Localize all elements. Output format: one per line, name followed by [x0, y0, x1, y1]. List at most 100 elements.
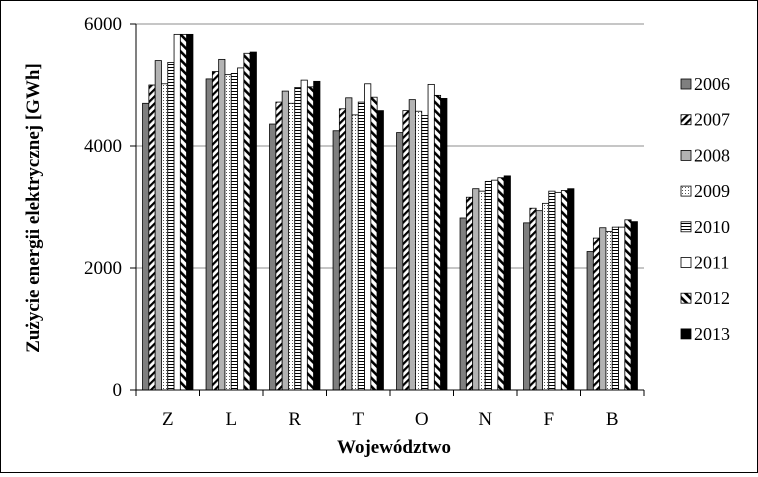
bar-T-2010 [357, 101, 365, 391]
bar-F-2007 [529, 207, 537, 391]
bar-T-2006 [332, 130, 340, 391]
bars [142, 33, 638, 391]
bar-R-2007 [275, 101, 283, 391]
bar-R-2012 [306, 86, 315, 391]
bar-N-2008 [472, 188, 480, 391]
bar-L-2011 [237, 67, 245, 391]
x-tick-label: F [543, 409, 554, 430]
bar-T-2012 [370, 96, 378, 391]
bar-N-2013 [503, 175, 511, 391]
bar-Z-2006 [142, 102, 150, 391]
bar-Z-2011 [173, 33, 181, 391]
bar-O-2008 [408, 99, 416, 391]
legend-swatch-2010 [680, 221, 692, 233]
bar-O-2010 [421, 115, 429, 391]
legend-swatch-2008 [680, 149, 692, 161]
tick-labels: 0 2000 4000 6000 Z L R T O N F B [84, 14, 619, 430]
y-tick-label: 6000 [84, 14, 122, 35]
bar-O-2011 [427, 83, 435, 391]
legend-swatch-2013 [680, 328, 692, 340]
x-tick-label: L [225, 409, 237, 430]
bar-B-2008 [599, 227, 607, 391]
bar-F-2010 [548, 190, 556, 391]
bar-O-2012 [433, 94, 442, 391]
legend-label-2011: 2011 [694, 253, 729, 273]
x-tick-label: N [478, 409, 492, 430]
legend-swatch-2011 [680, 257, 692, 268]
bar-R-2008 [281, 90, 289, 391]
bar-Z-2007 [148, 84, 156, 391]
bar-O-2007 [402, 110, 410, 391]
y-axis-title: Zużycie energii elektrycznej [GWh] [23, 63, 44, 353]
bar-T-2013 [376, 110, 384, 391]
legend: 2006 2007 2008 2009 2010 2011 2012 2013 [680, 74, 730, 344]
bar-B-2006 [586, 251, 594, 391]
bar-O-2009 [415, 110, 423, 391]
legend-label-2013: 2013 [694, 324, 730, 344]
bar-L-2007 [211, 71, 220, 391]
bar-L-2012 [243, 52, 251, 391]
legend-swatch-2007 [680, 114, 692, 126]
legend-label-2009: 2009 [694, 181, 730, 201]
x-tick-label: O [415, 409, 429, 430]
bar-T-2008 [345, 97, 353, 391]
bar-N-2012 [497, 177, 505, 391]
bar-F-2012 [560, 190, 569, 391]
bar-B-2009 [605, 230, 613, 391]
bar-L-2013 [249, 51, 257, 391]
bar-F-2006 [523, 222, 531, 391]
legend-label-2008: 2008 [694, 145, 730, 165]
legend-label-2006: 2006 [694, 74, 730, 94]
bar-B-2012 [624, 219, 632, 391]
bar-B-2011 [618, 226, 626, 391]
bar-L-2006 [205, 78, 213, 391]
x-tick-label: R [288, 409, 301, 430]
bar-O-2013 [440, 98, 448, 391]
legend-swatch-2012 [680, 292, 692, 304]
bar-Z-2013 [186, 33, 194, 391]
bar-F-2008 [535, 210, 543, 391]
bar-B-2013 [630, 221, 638, 391]
bar-Z-2009 [161, 83, 169, 391]
y-tick-label: 4000 [84, 136, 122, 157]
bar-F-2011 [554, 191, 562, 391]
x-tick-label: Z [162, 409, 174, 430]
bar-N-2011 [491, 179, 499, 391]
bar-Z-2012 [179, 33, 188, 391]
bar-N-2010 [484, 180, 492, 391]
legend-label-2012: 2012 [694, 288, 730, 308]
bar-N-2006 [459, 217, 467, 391]
bar-L-2010 [230, 73, 238, 391]
x-axis-title: Województwo [337, 437, 451, 458]
bar-R-2013 [313, 80, 321, 391]
legend-swatch-2009 [680, 185, 692, 197]
y-tick-label: 0 [113, 380, 123, 401]
x-tick-label: B [606, 409, 619, 430]
bar-F-2009 [542, 202, 550, 391]
bar-T-2009 [351, 114, 359, 391]
bar-F-2013 [567, 188, 575, 391]
bar-L-2009 [224, 74, 232, 391]
axes [130, 23, 645, 396]
bar-N-2009 [478, 190, 486, 391]
legend-swatch-2006 [680, 78, 692, 90]
bar-B-2010 [611, 226, 619, 391]
bar-R-2011 [300, 79, 308, 391]
bar-B-2007 [592, 237, 601, 391]
bar-Z-2008 [154, 60, 162, 391]
legend-label-2010: 2010 [694, 217, 730, 237]
bar-N-2007 [465, 196, 474, 391]
legend-label-2007: 2007 [694, 110, 730, 130]
bar-T-2011 [364, 83, 372, 391]
y-tick-label: 2000 [84, 258, 122, 279]
x-tick-label: T [352, 409, 364, 430]
bar-R-2010 [294, 87, 302, 391]
bar-R-2009 [288, 102, 296, 391]
bar-Z-2010 [167, 62, 175, 391]
bar-O-2006 [396, 132, 404, 391]
bar-R-2006 [269, 123, 277, 391]
bar-L-2008 [218, 58, 226, 391]
bar-T-2007 [338, 108, 347, 391]
